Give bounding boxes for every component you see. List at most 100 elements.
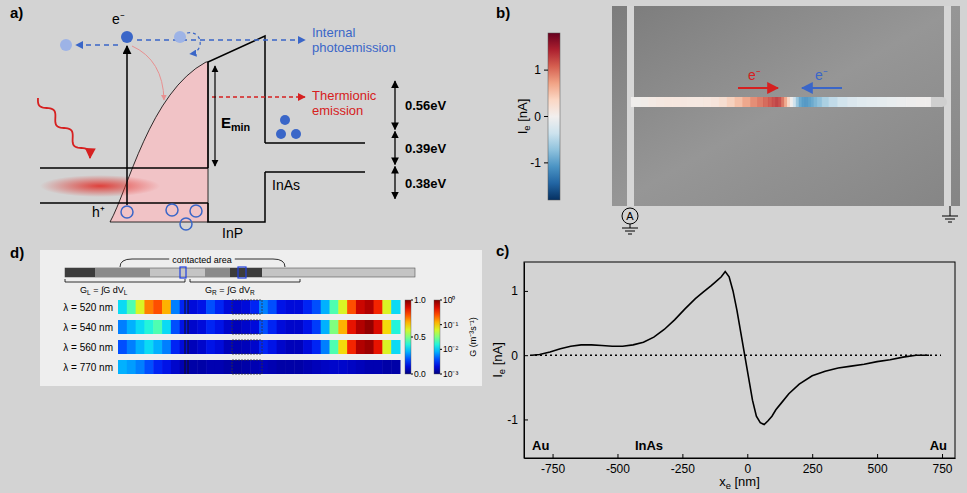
y-axis: -101 [507,263,528,459]
colorbar-tick-label: 10⁻³ [443,369,458,379]
energy-label: 0.39eV [405,141,447,156]
photocurrent-cell [641,97,649,107]
colorbar-tick [411,300,413,301]
hole [166,204,178,216]
contact-outline [232,300,262,314]
heatmap-cell [241,340,250,354]
ground-symbol [942,212,958,222]
colorbar-tick-label: 10⁰ [443,295,455,305]
electron [291,129,301,139]
photocurrent-cell [742,97,750,107]
heatmap-cell [277,360,286,374]
hole [190,205,202,217]
heatmap-cell [321,340,330,354]
heatmap-cell [294,360,303,374]
heatmap-cell [189,360,198,374]
heatmap-cell [321,300,330,314]
heatmap-cell [391,340,400,354]
heatmap-cell [233,300,242,314]
ammeter-label: A [626,210,634,222]
photocurrent-cell [781,97,784,107]
heatmap-cell [171,320,180,334]
x-tick-label: -250 [671,462,695,476]
photocurrent-cell [672,97,680,107]
barrier-marker [180,267,186,278]
contact-outline [185,300,188,314]
integration-bracket [190,279,300,282]
colorbar-title: G (m⁻³s⁻¹) [468,317,478,357]
panel-label: a) [10,4,23,21]
energy-arrow [394,131,395,164]
heatmap-cell [153,320,162,334]
heatmap-row [118,360,401,374]
process-label: Internalphotoemission [312,25,396,55]
heatmap-cell [127,360,136,374]
heatmap-row [118,320,401,334]
heatmap-cell [162,360,171,374]
heatmap-cell [153,340,162,354]
heatmap-cell [127,320,136,334]
photocurrent-cell [778,97,781,107]
y-tick-label: -1 [507,413,518,427]
heatmap-cell [259,360,268,374]
photocurrent-cell [796,97,799,107]
heatmap-cell [294,300,303,314]
photocurrent-cell [896,97,906,107]
y-tick-mark [524,291,528,292]
heatmap-cell [268,360,277,374]
x-tick: 250 [803,454,823,476]
y-tick: 1 [511,284,528,298]
colorbar-tick [440,300,442,301]
x-tick-label: 250 [803,462,823,476]
electron-faded [60,39,72,51]
integral-label: GL = ∫G dVL [80,285,128,296]
heatmap-cell [241,300,250,314]
colorbar-tick-label: 1 [534,63,541,77]
heatmap-row [118,340,401,354]
photon [38,98,90,158]
contact-outline [232,360,262,374]
ground-wire [950,206,951,212]
annotation: Au [930,438,947,453]
heatmap-cell [171,300,180,314]
photocurrent-cell [808,97,811,107]
photogeneration [40,175,160,197]
heatmap-cell [277,340,286,354]
x-axis-line [525,458,956,459]
heatmap-cell [250,300,259,314]
heatmap-cell [197,340,206,354]
process-label-line: photoemission [312,40,396,55]
heatmap-cell [259,340,268,354]
contact-outline [232,340,262,354]
heatmap-cell [338,320,347,334]
photoemission-arrow [76,44,118,45]
heatmap-cell [303,360,312,374]
heatmap-cell [391,300,400,314]
electron-arrow [738,87,778,89]
contact-outline [185,320,188,334]
electron-arrow [802,87,842,89]
contact [65,268,95,277]
colorbar [405,300,411,374]
y-axis-title: Ie [nA] [490,342,507,378]
colorbar-tick-label: 0.5 [414,332,426,342]
integral-label-part: = ∫G dV [91,285,124,295]
x-tick-mark [877,454,878,458]
heatmap-cell [118,320,127,334]
photocurrent-cell [857,97,867,107]
hole [121,206,133,218]
heatmap-cell [206,340,215,354]
panel-a: a)e⁻h⁺InternalphotoemissionThermionicemi… [10,4,447,241]
colorbar-tick-label: 1.0 [414,295,426,305]
heatmap-cell [189,340,198,354]
heatmap-cell [374,340,383,354]
photocurrent-cell [787,97,790,107]
colorbar-tick-label: 0.0 [414,369,426,379]
process-label-line: Thermionic [312,88,377,103]
annotation: Au [532,438,549,453]
heatmap-cell [189,320,198,334]
photocurrent-cell [763,97,768,107]
heatmap-cell [382,320,391,334]
colorbar-tick [411,337,413,338]
heatmap-cell [268,300,277,314]
